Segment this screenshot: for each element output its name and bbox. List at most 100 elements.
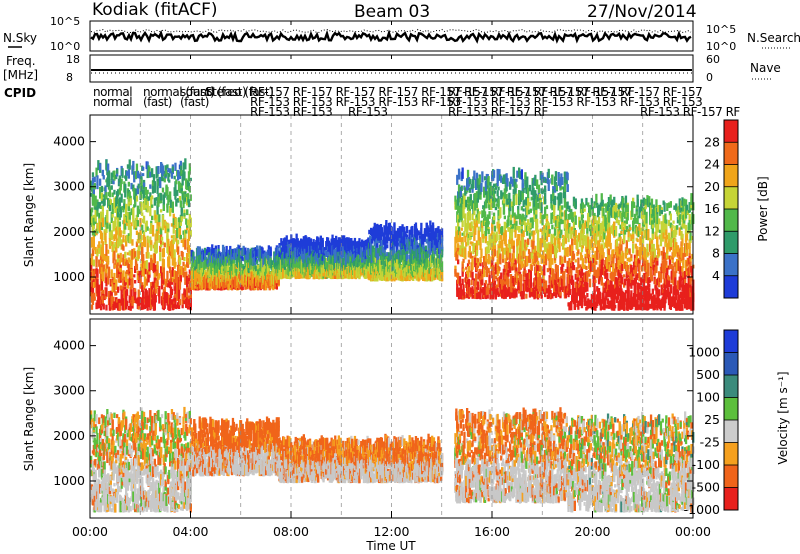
power-echo-cell bbox=[234, 281, 237, 290]
power-echo-cell bbox=[227, 281, 230, 285]
freq-tick-top: 18 bbox=[66, 53, 80, 66]
power-echo-cell bbox=[498, 291, 501, 296]
power-echo-cell bbox=[133, 187, 136, 200]
power-echo-cell bbox=[167, 167, 170, 173]
power-echo-cell bbox=[211, 244, 214, 256]
power-echo-cell bbox=[107, 266, 111, 274]
power-echo-cell bbox=[491, 222, 494, 229]
power-echo-cell bbox=[226, 259, 229, 265]
power-echo-cell bbox=[108, 224, 112, 232]
power-echo-cell bbox=[525, 281, 528, 291]
power-echo-cell bbox=[170, 299, 174, 305]
power-echo-cell bbox=[495, 284, 498, 289]
power-echo-cell bbox=[469, 241, 472, 245]
power-echo-cell bbox=[142, 291, 145, 302]
cpid-row: CPID normal normal normal (fast) (fast) … bbox=[4, 85, 741, 119]
power-echo-cell bbox=[520, 229, 523, 241]
power-echo-cell bbox=[152, 263, 156, 274]
power-echo-cell bbox=[476, 281, 479, 291]
power-echo-cell bbox=[232, 263, 235, 273]
power-echo-cell bbox=[432, 251, 436, 260]
power-echo-cell bbox=[157, 166, 160, 174]
power-echo-cell bbox=[459, 245, 462, 255]
power-echo-cell bbox=[128, 215, 131, 225]
power-echo-cell bbox=[124, 185, 127, 198]
power-echo-cell bbox=[153, 301, 156, 311]
power-echo-cell bbox=[186, 276, 189, 280]
cpid-row2-f: RF-153 RF-153 bbox=[620, 95, 702, 109]
power-echo-cell bbox=[159, 252, 162, 262]
power-echo-cell bbox=[125, 293, 128, 306]
power-echo-cell bbox=[180, 208, 183, 218]
power-echo-cell bbox=[129, 225, 132, 230]
power-echo-cell bbox=[150, 266, 153, 270]
power-echo-cell bbox=[96, 283, 99, 294]
power-echo-cell bbox=[162, 259, 165, 268]
power-echo-cell bbox=[528, 254, 532, 263]
power-echo-cell bbox=[486, 292, 489, 299]
power-echo-cell bbox=[179, 200, 182, 208]
power-echo-cell bbox=[108, 186, 112, 198]
power-echo-cell bbox=[479, 244, 482, 250]
power-echo-cell bbox=[492, 286, 495, 293]
power-echo-cell bbox=[376, 275, 379, 282]
power-echo-cell bbox=[178, 196, 182, 202]
power-echo-cell bbox=[493, 197, 497, 203]
power-echo-cell bbox=[140, 179, 143, 191]
power-echo-cell bbox=[362, 240, 366, 247]
power-echo-cell bbox=[178, 182, 182, 193]
power-echo-cell bbox=[514, 226, 517, 238]
power-echo-cell bbox=[267, 271, 270, 277]
power-echo-cell bbox=[316, 246, 319, 254]
power-echo-cell bbox=[413, 274, 417, 279]
power-echo-cell bbox=[516, 245, 519, 258]
power-echo-cell bbox=[429, 232, 432, 241]
power-echo-cell bbox=[498, 248, 501, 257]
power-echo-cell bbox=[292, 238, 296, 249]
power-echo-cell bbox=[439, 240, 442, 249]
power-echo-cell bbox=[90, 263, 93, 271]
power-echo-cell bbox=[512, 189, 515, 195]
power-echo-cell bbox=[151, 185, 155, 194]
power-echo-cell bbox=[198, 246, 201, 258]
power-echo-cell bbox=[131, 301, 134, 306]
power-echo-cell bbox=[178, 279, 182, 290]
power-echo-cell bbox=[181, 297, 184, 305]
power-echo-cell bbox=[140, 234, 143, 240]
power-echo-cell bbox=[114, 207, 117, 213]
power-echo-cell bbox=[502, 203, 506, 215]
power-echo-cell bbox=[177, 239, 180, 245]
power-echo-cell bbox=[153, 197, 156, 206]
power-echo-cell bbox=[99, 205, 103, 209]
power-echo-cell bbox=[275, 278, 278, 290]
power-echo-cell bbox=[395, 269, 398, 277]
power-echo-cell bbox=[484, 261, 488, 270]
freq-label-line2: [MHz] bbox=[3, 68, 38, 82]
power-echo-cell bbox=[165, 169, 168, 175]
power-echo-cell bbox=[465, 266, 468, 270]
power-echo-cell bbox=[387, 254, 391, 263]
power-echo-cell bbox=[184, 193, 187, 198]
power-echo-cell bbox=[511, 178, 514, 187]
power-echo-cell bbox=[509, 224, 513, 229]
power-echo-cell bbox=[176, 274, 179, 279]
power-echo-cell bbox=[104, 235, 107, 243]
power-echo-cell bbox=[99, 178, 102, 186]
power-echo-cell bbox=[501, 226, 504, 236]
power-echo-cell bbox=[490, 186, 493, 193]
power-echo-cell bbox=[392, 270, 395, 279]
power-echo-cell bbox=[140, 201, 143, 212]
noise-right-tick-bottom: 10^0 bbox=[706, 40, 736, 53]
power-echo-cell bbox=[428, 273, 431, 280]
power-echo-cell bbox=[508, 192, 511, 200]
power-echo-cell bbox=[132, 160, 135, 170]
power-echo-cell bbox=[232, 257, 235, 269]
power-echo-cell bbox=[512, 194, 515, 206]
power-echo-cell bbox=[466, 217, 470, 229]
power-echo-cell bbox=[104, 217, 107, 228]
power-echo-cell bbox=[499, 207, 502, 218]
power-echo-cell bbox=[198, 265, 201, 275]
power-echo-cell bbox=[383, 248, 386, 255]
power-echo-cell bbox=[267, 267, 270, 273]
power-echo-cell bbox=[169, 266, 172, 273]
